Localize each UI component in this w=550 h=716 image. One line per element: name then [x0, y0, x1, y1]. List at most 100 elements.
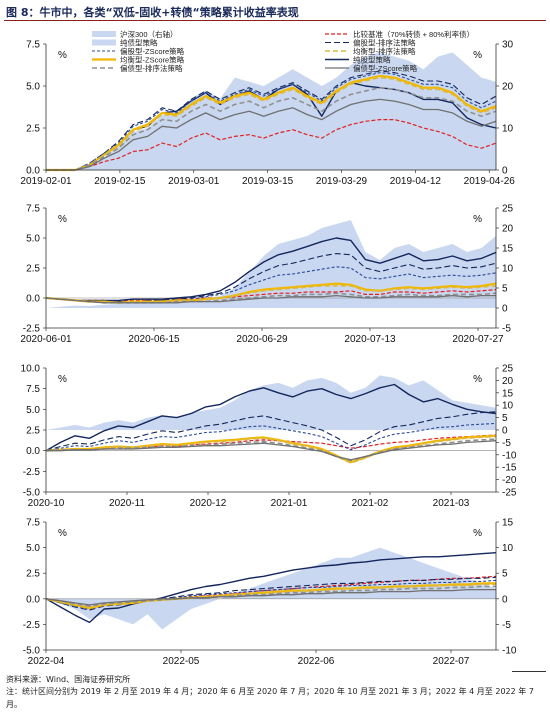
chart-panel-3: -5.0 -2.5 0.0 2.5 5.0 7.5 10.0 -25 -20 -15 -10 -5 0 5…	[0, 358, 550, 510]
series-line-8	[45, 294, 496, 304]
source-text: 资料来源：Wind、国海证券研究所	[6, 675, 131, 684]
xtick-label: 2020-07-13	[344, 334, 396, 345]
legend-label: 均衡型-排序法策略	[353, 46, 416, 56]
ytick-right-label: 15	[502, 388, 514, 399]
ytick-right-label: -5	[502, 324, 511, 335]
ytick-right-label: 10	[502, 264, 514, 275]
series-line-6	[45, 435, 497, 464]
ytick-right-label: 25	[502, 204, 514, 215]
chart-panel-1: 0.0 2.5 5.0 7.5 0 10 20 30%% 2019-02-01 2019-02-1…	[0, 30, 550, 192]
ytick-right-label: 15	[502, 518, 514, 529]
legend-label: 比较基准（70%转债 + 80%利率债）	[353, 30, 474, 39]
ytick-left-label: 0.0	[26, 294, 40, 305]
ytick-left-label: 7.5	[26, 518, 40, 529]
ytick-right-label: 25	[502, 364, 514, 375]
xtick-label: 2019-03-29	[316, 176, 368, 187]
series-line-7	[45, 585, 496, 607]
legend-label: 纯债型策略	[120, 38, 158, 48]
ytick-right-label: 0	[502, 594, 508, 605]
ytick-left-label: 5.0	[26, 405, 40, 416]
ytick-left-label: 0.0	[26, 594, 40, 605]
area-hs300	[46, 52, 496, 170]
xtick-label: 2022-06	[298, 656, 335, 667]
unit-right-label: %	[473, 528, 482, 539]
figure-title: 图 8：牛市中，各类“双低-固收+转债“策略累计收益率表现	[6, 6, 299, 19]
series-line-6	[45, 583, 496, 608]
chart-svg-3: -5.0 -2.5 0.0 2.5 5.0 7.5 10.0 -25 -20-15 -10-50 5…	[21, 364, 517, 510]
legend-label: 均衡型-ZScore策略	[120, 55, 185, 65]
ytick-right-label: -15	[502, 463, 517, 474]
legend-label: 偏股型-ZScore策略	[120, 46, 185, 56]
ytick-right-label: -5	[502, 620, 511, 631]
xtick-label: 2020-10	[28, 498, 65, 509]
series-line-8	[46, 98, 497, 171]
xtick-label: 2020-06-29	[236, 334, 288, 345]
footer-rule	[512, 671, 546, 672]
ytick-left-label: 5.0	[26, 234, 40, 245]
ytick-right-label: 20	[502, 82, 514, 93]
unit-left-label: %	[58, 528, 67, 539]
xtick-label: 2019-04-26	[464, 176, 516, 187]
xtick-label: 2019-02-01	[20, 176, 72, 187]
series-line-7	[45, 438, 497, 462]
series-line-4	[46, 72, 497, 171]
series-line-4	[45, 422, 497, 452]
ytick-right-label: 20	[502, 224, 514, 235]
chart-svg-2: -2.5 0.0 2.5 5.0 7.5 -5 0 5 10 15 20 25% % 2020-06-01…	[20, 204, 514, 346]
ytick-left-label: 5.0	[26, 543, 40, 554]
ytick-left-label: 7.5	[26, 384, 40, 395]
xtick-label: 2021-03	[433, 498, 470, 509]
ytick-left-label: 7.5	[26, 40, 40, 51]
xtick-label: 2020-12	[190, 498, 227, 509]
ytick-left-label: 0.0	[26, 166, 40, 177]
xtick-label: 2019-03-15	[242, 176, 294, 187]
ytick-right-label: -10	[502, 646, 517, 657]
xtick-label: 2022-04	[28, 656, 65, 667]
ytick-left-label: 5.0	[26, 82, 40, 93]
xtick-label: 2019-03-01	[168, 176, 220, 187]
ytick-left-label: 10.0	[21, 364, 41, 375]
ytick-right-label: 0	[502, 426, 508, 437]
ytick-right-label: 10	[502, 401, 514, 412]
ytick-right-label: 20	[502, 376, 514, 387]
ytick-right-label: 0	[502, 304, 508, 315]
unit-left-label: %	[58, 374, 67, 385]
series-line-1	[46, 119, 497, 171]
ytick-right-label: 5	[502, 284, 508, 295]
unit-right-label: %	[473, 214, 482, 225]
ytick-left-label: -5.0	[23, 646, 41, 657]
ytick-left-label: 2.5	[26, 426, 40, 437]
unit-left-label: %	[58, 214, 67, 225]
xtick-label: 2019-04-12	[390, 176, 442, 187]
xtick-label: 2020-07-27	[452, 334, 504, 345]
series-line-5	[46, 74, 497, 172]
legend-label: 沪深300（右轴）	[120, 30, 178, 39]
ytick-right-label: -25	[502, 488, 517, 499]
xtick-label: 2020-06-01	[20, 334, 72, 345]
series-line-3	[46, 70, 497, 171]
xtick-label: 2020-06-15	[128, 334, 180, 345]
ytick-right-label: 10	[502, 543, 514, 554]
chart-svg-1: 0.0 2.5 5.0 7.5 0 10 20 30% % 2019-02-01 2019-02-1…	[20, 30, 516, 187]
series-line-8	[45, 588, 496, 606]
series-line-8	[46, 440, 497, 461]
chart-panel-4: -5.0 -2.5 0.0 2.5 5.0 7.5 -10 -5 0 5 10 15%% 2022-04…	[0, 516, 550, 670]
ytick-left-label: 0.0	[26, 446, 40, 457]
legend-label: 偏债型-ZScore策略	[353, 63, 418, 73]
ytick-left-label: -5.0	[23, 488, 41, 499]
legend-swatch-area	[92, 31, 116, 37]
ytick-left-label: -2.5	[23, 620, 41, 631]
title-rule	[4, 20, 546, 21]
ytick-left-label: 2.5	[26, 124, 40, 135]
ytick-right-label: -20	[502, 475, 517, 486]
legend-label: 纯股型策略	[353, 55, 391, 65]
unit-right-label: %	[473, 374, 482, 385]
legend-label: 偏债型-排序法策略	[120, 63, 183, 73]
xtick-label: 2022-05	[163, 656, 200, 667]
ytick-left-label: 2.5	[26, 264, 40, 275]
ytick-right-label: -5	[502, 438, 511, 449]
series-line-2	[45, 237, 497, 302]
ytick-left-label: -2.5	[23, 324, 41, 335]
ytick-left-label: 7.5	[26, 204, 40, 215]
series-line-2	[45, 552, 497, 624]
